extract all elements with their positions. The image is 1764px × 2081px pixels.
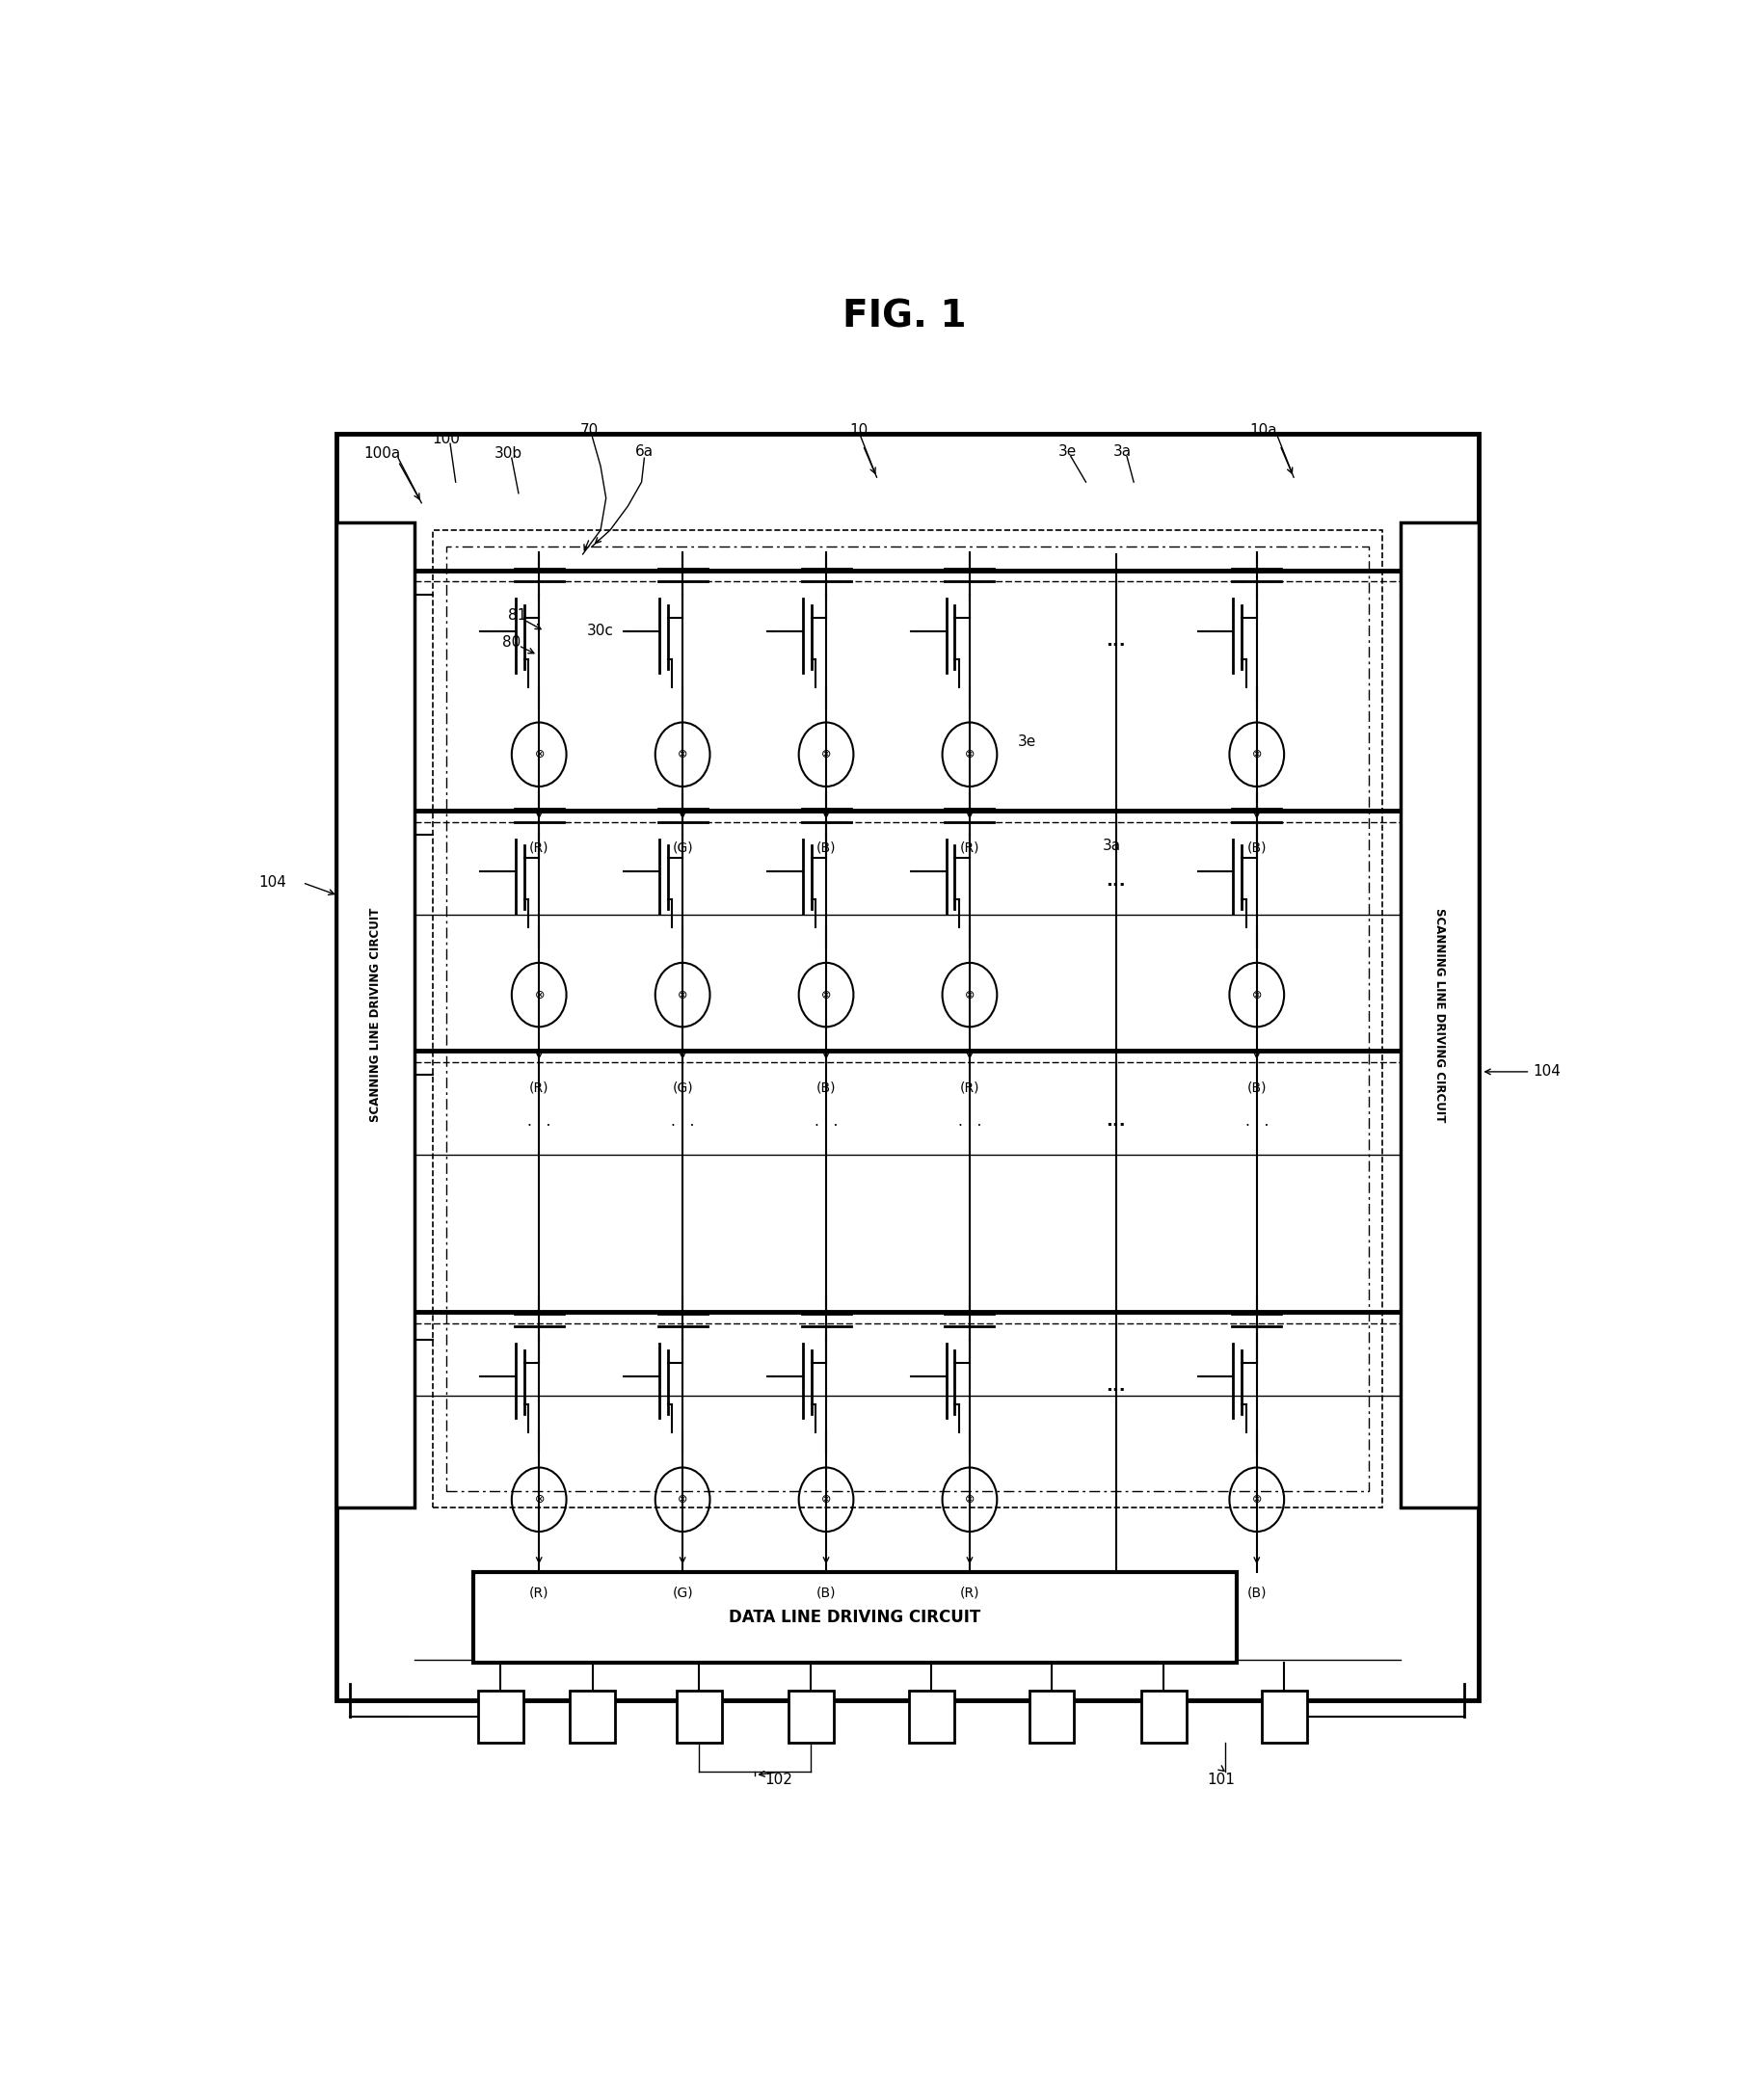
Text: (B): (B) (1247, 841, 1267, 853)
Text: $\otimes$: $\otimes$ (1251, 749, 1263, 762)
Text: (R): (R) (960, 841, 979, 853)
Text: $\otimes$: $\otimes$ (820, 749, 831, 762)
Text: SCANNING LINE DRIVING CIRCUIT: SCANNING LINE DRIVING CIRCUIT (1432, 907, 1445, 1122)
Text: $\otimes$: $\otimes$ (1251, 1494, 1263, 1507)
Bar (337, 522, 415, 1507)
Bar (337, 435, 1478, 1700)
Text: (B): (B) (817, 1080, 836, 1095)
Text: $\otimes$: $\otimes$ (677, 988, 688, 1001)
Text: $\otimes$: $\otimes$ (965, 749, 975, 762)
Text: 80: 80 (503, 635, 520, 649)
Text: 101: 101 (1207, 1773, 1235, 1788)
Bar (446, 545, 1369, 1492)
Bar (676, 1690, 721, 1744)
Text: 6a: 6a (635, 445, 653, 458)
Bar (1028, 1690, 1074, 1744)
Text: . . .: . . . (527, 1113, 550, 1128)
Text: 10: 10 (850, 425, 868, 437)
Text: 102: 102 (764, 1773, 792, 1788)
Text: 3e: 3e (1018, 735, 1035, 749)
Text: ...: ... (1106, 1378, 1125, 1394)
Text: (R): (R) (960, 1080, 979, 1095)
Bar (1141, 1690, 1187, 1744)
Bar (1261, 1690, 1307, 1744)
Text: (R): (R) (529, 1080, 549, 1095)
Text: $\otimes$: $\otimes$ (533, 1494, 545, 1507)
Text: . . .: . . . (1245, 1113, 1268, 1128)
Text: . . .: . . . (958, 1113, 981, 1128)
Text: $\otimes$: $\otimes$ (677, 1494, 688, 1507)
Text: (G): (G) (672, 1080, 693, 1095)
Text: 30b: 30b (494, 445, 522, 460)
Text: 3a: 3a (1102, 839, 1120, 853)
Text: 10a: 10a (1251, 425, 1277, 437)
Text: 30c: 30c (587, 624, 614, 639)
Text: (B): (B) (1247, 1586, 1267, 1600)
Bar (432, 531, 1383, 1507)
Text: 70: 70 (580, 425, 598, 437)
Text: (G): (G) (672, 1586, 693, 1600)
Text: $\otimes$: $\otimes$ (965, 988, 975, 1001)
Text: FIG. 1: FIG. 1 (841, 300, 967, 335)
Text: $\otimes$: $\otimes$ (820, 1494, 831, 1507)
Text: $\otimes$: $\otimes$ (965, 1494, 975, 1507)
Text: . . .: . . . (670, 1113, 695, 1128)
Text: 104: 104 (259, 876, 286, 891)
Text: (G): (G) (672, 841, 693, 853)
Text: (R): (R) (960, 1586, 979, 1600)
Text: (R): (R) (529, 1586, 549, 1600)
Text: $\otimes$: $\otimes$ (1251, 988, 1263, 1001)
Text: 100: 100 (432, 431, 460, 445)
Text: 100a: 100a (363, 445, 400, 460)
Bar (570, 1690, 616, 1744)
Text: $\otimes$: $\otimes$ (533, 749, 545, 762)
Text: ...: ... (1106, 1113, 1125, 1130)
Text: DATA LINE DRIVING CIRCUIT: DATA LINE DRIVING CIRCUIT (729, 1609, 981, 1625)
Text: SCANNING LINE DRIVING CIRCUIT: SCANNING LINE DRIVING CIRCUIT (369, 907, 383, 1122)
Text: 81: 81 (508, 608, 526, 622)
Text: (B): (B) (817, 841, 836, 853)
Text: (B): (B) (1247, 1080, 1267, 1095)
Text: (B): (B) (817, 1586, 836, 1600)
Bar (478, 1690, 524, 1744)
Text: (R): (R) (529, 841, 549, 853)
Text: 104: 104 (1533, 1065, 1561, 1078)
Text: $\otimes$: $\otimes$ (677, 749, 688, 762)
Text: ...: ... (1106, 633, 1125, 649)
Bar (473, 1571, 1237, 1663)
Bar (789, 1690, 834, 1744)
Bar (908, 1690, 954, 1744)
Text: $\otimes$: $\otimes$ (820, 988, 831, 1001)
Text: 3a: 3a (1113, 445, 1132, 458)
Text: $\otimes$: $\otimes$ (533, 988, 545, 1001)
Text: 3e: 3e (1058, 445, 1078, 458)
Text: . . .: . . . (815, 1113, 838, 1128)
Bar (1401, 522, 1478, 1507)
Text: ...: ... (1106, 872, 1125, 891)
